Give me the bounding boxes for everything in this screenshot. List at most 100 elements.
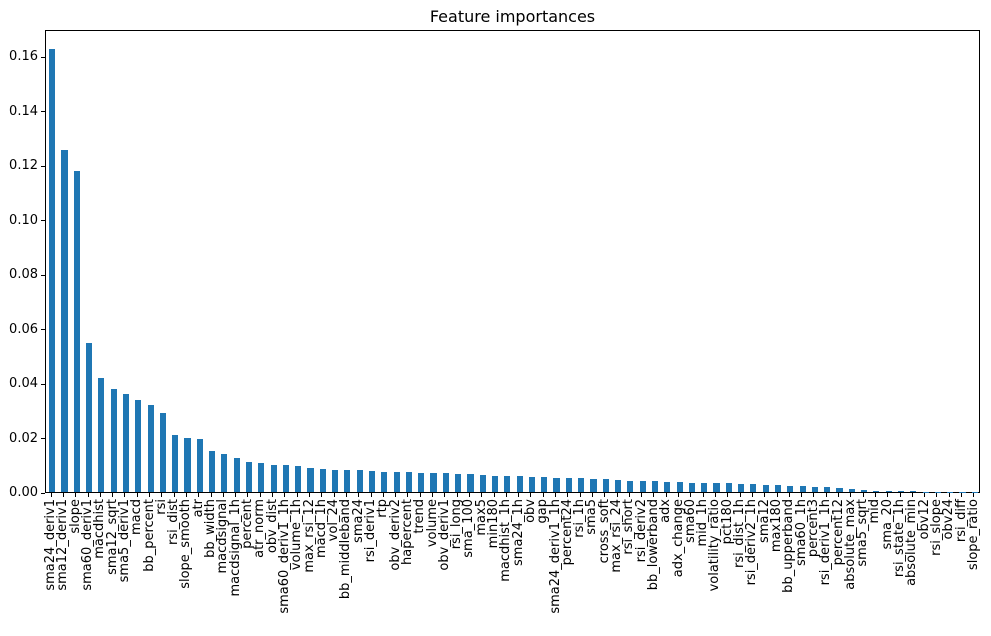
x-tick-mark xyxy=(739,493,741,497)
bar-bb_middleband xyxy=(344,470,351,492)
x-tick-mark xyxy=(776,493,778,497)
bar-min180 xyxy=(491,475,499,492)
bar-rsi_deriv1 xyxy=(368,470,376,492)
bar-mid_1h xyxy=(701,482,708,492)
bar-absolute_min xyxy=(910,491,917,492)
bar-rsi_deriv1_1h xyxy=(824,487,831,492)
x-tick-mark xyxy=(887,493,889,497)
y-tick-label: 0.10 xyxy=(9,212,38,228)
y-tick-mark xyxy=(41,383,45,385)
x-tick-mark xyxy=(714,493,716,497)
bar-max5 xyxy=(479,475,486,492)
bar-max_rsi_24 xyxy=(615,479,622,492)
bar-atr_norm xyxy=(258,463,265,492)
bar-macdhist_1h xyxy=(504,475,511,492)
x-tick-mark xyxy=(432,493,434,497)
x-tick-mark xyxy=(321,493,323,497)
y-tick-mark xyxy=(41,438,45,439)
bar-macd xyxy=(135,399,142,492)
x-tick-mark xyxy=(444,493,446,497)
x-tick-mark xyxy=(641,493,643,497)
x-tick-mark xyxy=(604,493,606,497)
x-tick-mark xyxy=(75,493,77,497)
plot-area xyxy=(45,30,980,493)
bar-macdsignal_1h xyxy=(233,458,240,492)
x-tick-mark xyxy=(235,493,237,497)
y-tick-mark xyxy=(41,165,45,167)
y-tick-label: 0.06 xyxy=(9,321,38,337)
x-tick-mark xyxy=(481,493,483,497)
x-tick-mark xyxy=(284,493,286,497)
x-tick-mark xyxy=(99,493,101,497)
x-tick-mark xyxy=(567,493,569,497)
bar-obv_deriv2 xyxy=(393,472,400,492)
x-tick-mark xyxy=(370,493,372,497)
x-tick-mark xyxy=(345,493,347,497)
x-tick-mark xyxy=(899,493,901,497)
bar-rsi_long xyxy=(455,473,462,492)
x-tick-mark xyxy=(616,493,618,497)
x-tick-mark xyxy=(173,493,175,497)
bar-sma24_deriv1 xyxy=(49,49,56,492)
x-tick-mark xyxy=(591,493,593,497)
bar-bb_width xyxy=(209,451,216,492)
x-tick-mark xyxy=(136,493,138,497)
x-tick-mark xyxy=(198,493,200,497)
x-tick-mark xyxy=(911,493,913,497)
y-tick-mark xyxy=(41,111,45,113)
x-tick-mark xyxy=(468,493,470,497)
bar-sma_20 xyxy=(885,491,892,492)
y-tick-label: 0.14 xyxy=(9,103,38,119)
y-tick-label: 0.12 xyxy=(9,158,38,174)
bar-cross_soft xyxy=(602,479,609,492)
x-tick-mark xyxy=(87,493,89,497)
x-tick-mark xyxy=(493,493,495,497)
y-tick-mark xyxy=(41,220,45,222)
x-tick-mark xyxy=(690,493,692,497)
x-tick-label-slope_ratio: slope_ratio xyxy=(965,499,981,571)
x-tick-mark xyxy=(456,493,458,497)
x-tick-mark xyxy=(407,493,409,497)
y-tick-mark xyxy=(41,274,45,276)
chart-title: Feature importances xyxy=(429,7,596,26)
bar-obv xyxy=(528,477,536,492)
x-tick-mark xyxy=(801,493,803,497)
bar-bb_percent xyxy=(147,405,154,492)
x-tick-mark xyxy=(751,493,753,497)
x-tick-mark xyxy=(727,493,729,497)
bar-rsi xyxy=(159,413,166,492)
x-tick-mark xyxy=(382,493,384,497)
bar-rsi_short xyxy=(627,480,634,492)
bar-rsi_dist_1h xyxy=(738,483,745,492)
x-tick-mark xyxy=(259,493,261,497)
bar-sma60_deriv1_1h xyxy=(282,464,289,492)
bar-atr xyxy=(196,439,203,492)
x-tick-mark xyxy=(678,493,680,497)
y-tick-label: 0.04 xyxy=(9,376,38,392)
x-tick-mark xyxy=(702,493,704,497)
bar-sma12_deriv1 xyxy=(61,149,68,492)
x-tick-mark xyxy=(788,493,790,497)
bar-percent12 xyxy=(836,487,843,492)
bar-sma5_sqrt xyxy=(861,489,868,492)
bar-pct180 xyxy=(725,483,732,492)
x-tick-mark xyxy=(961,493,963,497)
bar-max_rsi_12 xyxy=(307,467,314,492)
y-tick-label: 0.16 xyxy=(9,49,38,65)
x-tick-mark xyxy=(665,493,667,497)
x-tick-mark xyxy=(395,493,397,497)
x-tick-mark xyxy=(505,493,507,497)
bar-volume xyxy=(430,472,437,492)
bar-sma12 xyxy=(762,484,769,492)
x-tick-mark xyxy=(296,493,298,497)
x-tick-mark xyxy=(358,493,360,497)
bar-sma_100 xyxy=(467,474,474,492)
bar-gap xyxy=(541,477,548,492)
bar-rsi_state_1h xyxy=(897,491,905,492)
y-tick-label: 0.08 xyxy=(9,267,38,283)
bar-sma24 xyxy=(356,470,363,492)
y-tick-label: 0.02 xyxy=(9,430,38,446)
y-tick-mark xyxy=(41,56,45,58)
x-tick-mark xyxy=(149,493,151,497)
x-tick-mark xyxy=(653,493,655,497)
